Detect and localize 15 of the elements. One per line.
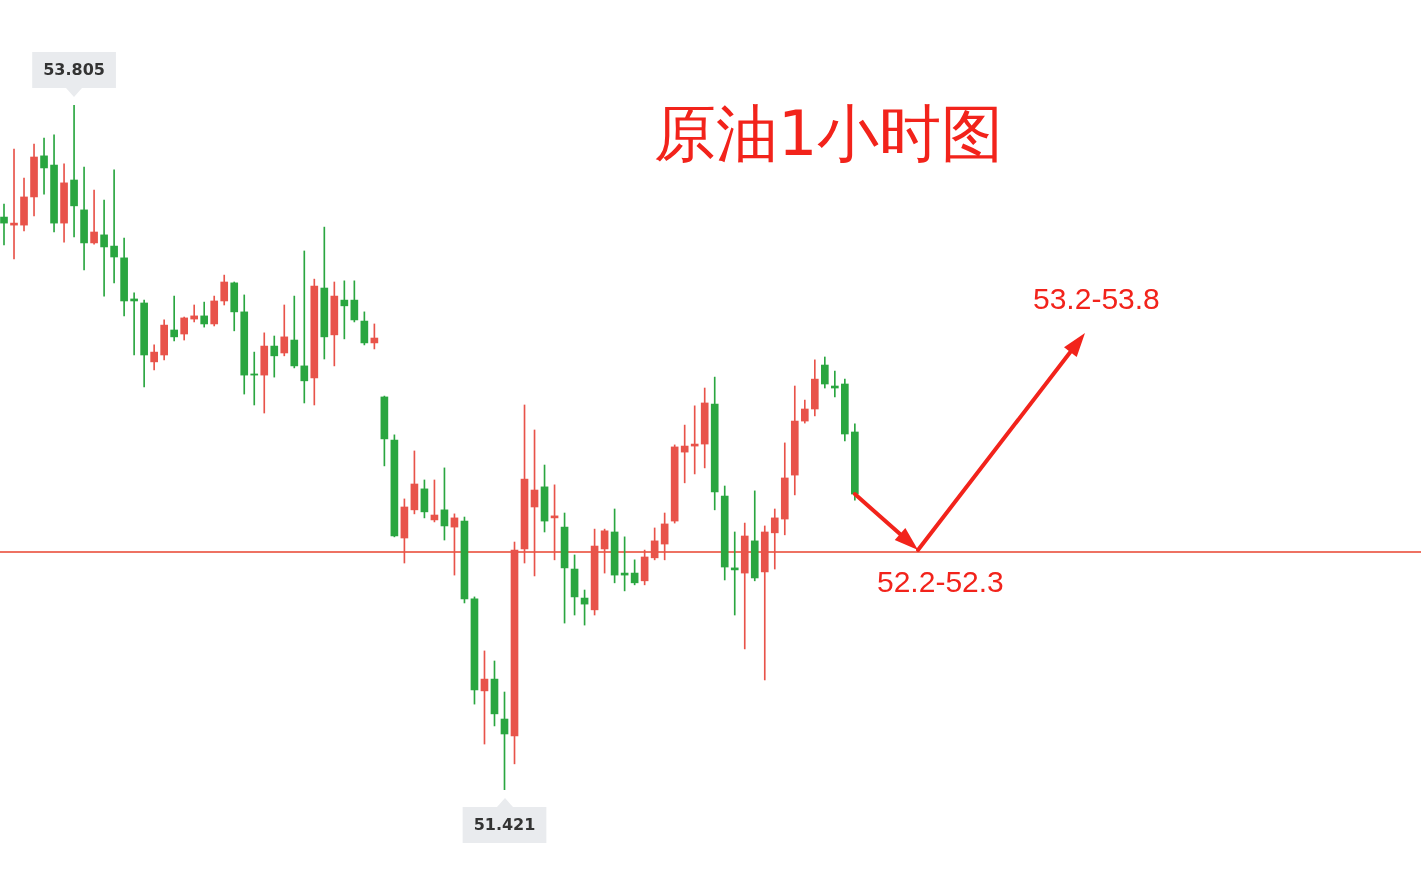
- candlestick: [40, 137, 48, 195]
- annotation: 53.805: [43, 60, 105, 80]
- candlestick: [270, 335, 279, 378]
- candlestick: [680, 424, 689, 484]
- text: 53.2-53.8: [1033, 282, 1160, 316]
- text: 52.2-52.3: [877, 565, 1004, 599]
- candlestick: [70, 105, 78, 238]
- candlestick: [110, 169, 118, 284]
- candlestick: [170, 295, 178, 342]
- annotation: 51.421: [473, 815, 536, 835]
- chart-title: 原油1小时图: [654, 96, 1004, 172]
- candlestick: [100, 199, 108, 297]
- candlestick: [0, 203, 8, 246]
- candlestick: [90, 189, 98, 245]
- candlestick: [300, 250, 309, 404]
